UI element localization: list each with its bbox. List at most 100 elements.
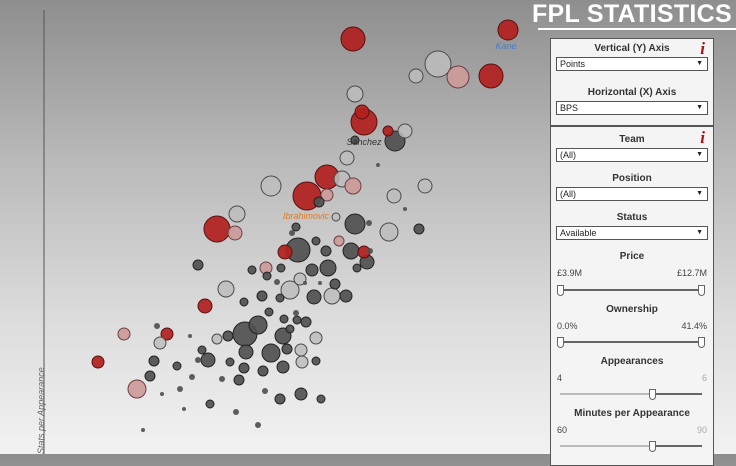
scatter-point[interactable]: [386, 188, 402, 204]
scatter-point[interactable]: [160, 327, 174, 341]
price-slider-min-handle[interactable]: [557, 285, 564, 296]
scatter-point[interactable]: [197, 298, 213, 314]
horizontal-axis-dropdown[interactable]: BPS ▼: [556, 101, 708, 115]
scatter-point[interactable]: [177, 386, 183, 392]
appearances-slider-min-handle[interactable]: [649, 389, 657, 400]
ownership-slider-track[interactable]: [557, 337, 705, 348]
status-dropdown[interactable]: Available ▼: [556, 226, 708, 240]
scatter-point[interactable]: [320, 245, 332, 257]
scatter-point[interactable]: [346, 85, 364, 103]
minutes-slider-min-handle[interactable]: [649, 441, 657, 452]
scatter-point[interactable]: [260, 175, 282, 197]
scatter-point[interactable]: [293, 310, 299, 316]
scatter-point[interactable]: [292, 315, 302, 325]
scatter-point[interactable]: [397, 123, 413, 139]
scatter-point[interactable]: [274, 279, 280, 285]
scatter-point[interactable]: [303, 281, 307, 285]
scatter-point[interactable]: [160, 392, 164, 396]
scatter-plot[interactable]: Kane Sánchez Ibrahimovic: [0, 0, 548, 454]
scatter-point[interactable]: [293, 272, 307, 286]
scatter-point[interactable]: [227, 225, 243, 241]
scatter-point[interactable]: [197, 345, 207, 355]
scatter-point[interactable]: [262, 388, 268, 394]
scatter-point[interactable]: [144, 370, 156, 382]
scatter-point[interactable]: [478, 63, 504, 89]
info-icon[interactable]: i: [700, 39, 705, 58]
scatter-point[interactable]: [141, 428, 145, 432]
scatter-point[interactable]: [354, 104, 370, 120]
scatter-point[interactable]: [350, 135, 360, 145]
scatter-point[interactable]: [329, 278, 341, 290]
scatter-point[interactable]: [285, 324, 295, 334]
scatter-point[interactable]: [316, 394, 326, 404]
scatter-point[interactable]: [319, 259, 337, 277]
scatter-point[interactable]: [275, 293, 285, 303]
scatter-point[interactable]: [320, 188, 334, 202]
scatter-point[interactable]: [219, 376, 225, 382]
scatter-point[interactable]: [291, 222, 301, 232]
scatter-point[interactable]: [261, 343, 281, 363]
scatter-point[interactable]: [313, 196, 325, 208]
price-slider-max-handle[interactable]: [698, 285, 705, 296]
scatter-point[interactable]: [238, 362, 250, 374]
scatter-point[interactable]: [217, 280, 235, 298]
scatter-point[interactable]: [153, 336, 167, 350]
scatter-point[interactable]: [195, 357, 201, 363]
scatter-point[interactable]: [306, 289, 322, 305]
price-slider-track[interactable]: [557, 285, 705, 296]
scatter-point[interactable]: [233, 374, 245, 386]
scatter-point[interactable]: [274, 393, 286, 405]
scatter-point[interactable]: [289, 230, 295, 236]
scatter-point[interactable]: [408, 68, 424, 84]
scatter-point[interactable]: [200, 352, 216, 368]
scatter-point[interactable]: [257, 365, 269, 377]
position-dropdown[interactable]: (All) ▼: [556, 187, 708, 201]
scatter-point[interactable]: [205, 399, 215, 409]
scatter-point[interactable]: [256, 290, 268, 302]
scatter-point[interactable]: [276, 360, 290, 374]
scatter-point[interactable]: [339, 150, 355, 166]
scatter-point[interactable]: [311, 236, 321, 246]
scatter-point[interactable]: [352, 263, 362, 273]
scatter-point[interactable]: [300, 316, 312, 328]
scatter-point[interactable]: [228, 205, 246, 223]
scatter-point[interactable]: [382, 125, 394, 137]
scatter-point[interactable]: [446, 65, 470, 89]
scatter-point[interactable]: [280, 280, 300, 300]
scatter-point[interactable]: [154, 323, 160, 329]
scatter-point[interactable]: [295, 355, 309, 369]
info-icon[interactable]: i: [700, 128, 705, 147]
scatter-point[interactable]: [91, 355, 105, 369]
scatter-point[interactable]: [376, 163, 380, 167]
scatter-point[interactable]: [318, 281, 322, 285]
scatter-point[interactable]: [222, 330, 234, 342]
scatter-point[interactable]: [417, 178, 433, 194]
scatter-point[interactable]: [403, 207, 407, 211]
scatter-point[interactable]: [342, 242, 360, 260]
scatter-point[interactable]: [172, 361, 182, 371]
scatter-point[interactable]: [344, 213, 366, 235]
vertical-axis-dropdown[interactable]: Points ▼: [556, 57, 708, 71]
scatter-point[interactable]: [367, 248, 373, 254]
scatter-point[interactable]: [248, 315, 268, 335]
scatter-point[interactable]: [189, 374, 195, 380]
team-dropdown[interactable]: (All) ▼: [556, 148, 708, 162]
ownership-slider-max-handle[interactable]: [698, 337, 705, 348]
appearances-slider-track[interactable]: [560, 389, 702, 400]
scatter-point[interactable]: [203, 215, 231, 243]
scatter-point[interactable]: [281, 343, 293, 355]
scatter-point[interactable]: [117, 327, 131, 341]
scatter-point[interactable]: [255, 422, 261, 428]
ownership-slider-min-handle[interactable]: [557, 337, 564, 348]
scatter-point[interactable]: [262, 271, 272, 281]
scatter-point[interactable]: [294, 387, 308, 401]
scatter-point[interactable]: [294, 343, 308, 357]
scatter-point[interactable]: [379, 222, 399, 242]
scatter-point[interactable]: [279, 314, 289, 324]
scatter-point[interactable]: [192, 259, 204, 271]
scatter-point[interactable]: [424, 50, 452, 78]
scatter-point[interactable]: [344, 177, 362, 195]
scatter-point[interactable]: [225, 357, 235, 367]
scatter-point[interactable]: [333, 235, 345, 247]
scatter-point[interactable]: [148, 355, 160, 367]
